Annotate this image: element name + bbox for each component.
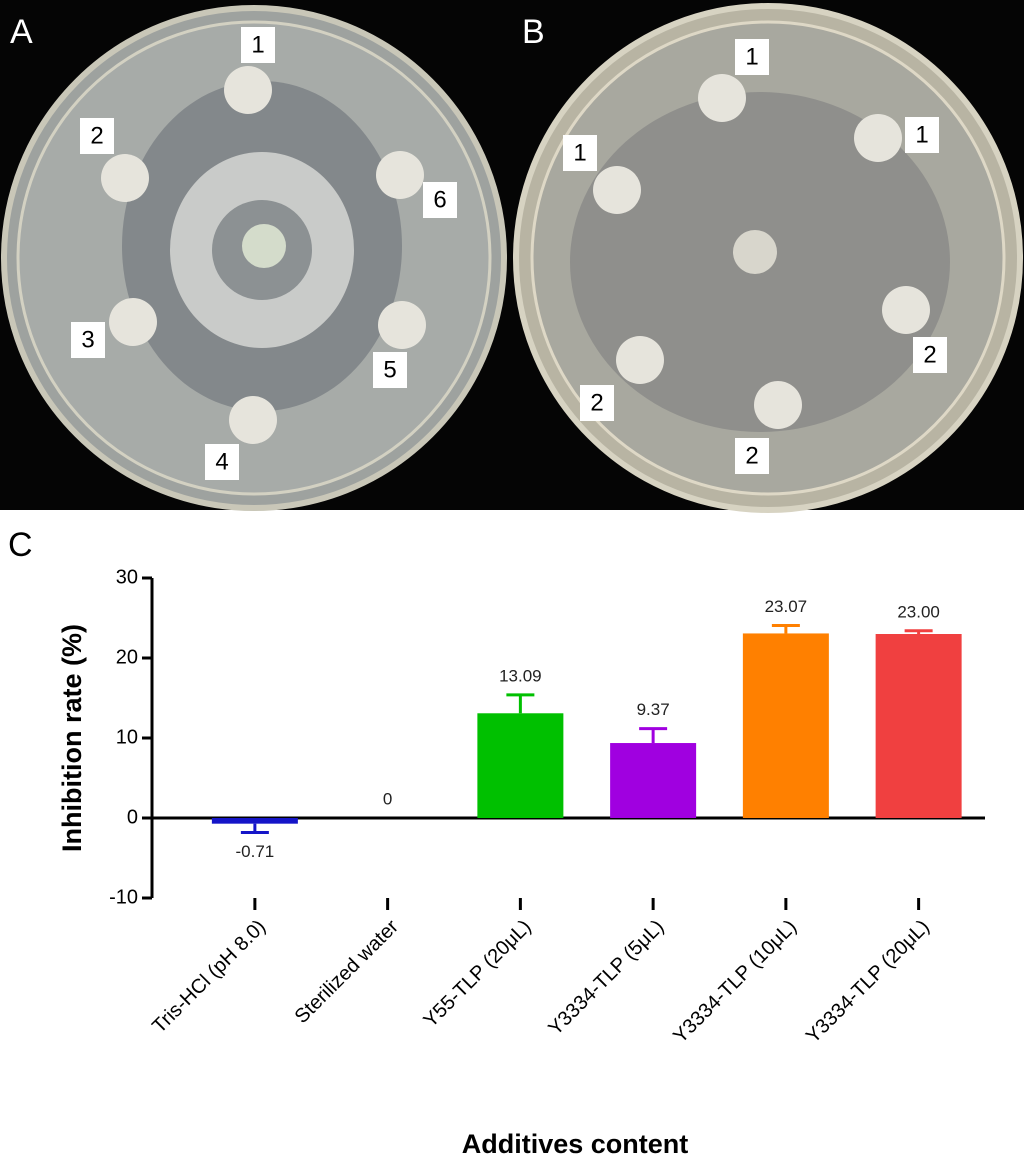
disc-label-box [735, 39, 769, 75]
filter-disc [109, 298, 157, 346]
disc-label-box [423, 182, 457, 218]
disc-label-box [241, 27, 275, 63]
bar [742, 633, 829, 818]
filter-disc [376, 151, 424, 199]
bar [610, 743, 697, 818]
dish-b [513, 3, 1023, 513]
filter-disc [754, 381, 802, 429]
value-label: -0.71 [236, 842, 275, 861]
value-label: 0 [383, 789, 392, 808]
disc-label-box [71, 322, 105, 358]
disc-label-box [735, 438, 769, 474]
disc-label: 6 [433, 186, 446, 213]
disc-label: 5 [383, 356, 396, 383]
filter-disc [593, 166, 641, 214]
filter-disc [101, 154, 149, 202]
disc-label: 2 [923, 341, 936, 368]
value-label: 9.37 [637, 700, 670, 719]
disc-label: 1 [915, 121, 928, 148]
value-label: 23.07 [765, 597, 808, 616]
disc-label-box [205, 444, 239, 480]
disc-label-box [580, 385, 614, 421]
x-tick-label: Y55-TLP (20μL) [419, 916, 535, 1032]
filter-disc [882, 286, 930, 334]
filter-disc [698, 74, 746, 122]
disc-label: 2 [590, 389, 603, 416]
panel-label: A [10, 13, 33, 51]
disc-label: 4 [215, 448, 228, 475]
filter-disc [616, 336, 664, 384]
y-tick-label: 30 [116, 566, 138, 588]
disc-label: 3 [81, 326, 94, 353]
disc-label-box [80, 118, 114, 154]
filter-disc [229, 396, 277, 444]
disc-label: 1 [251, 31, 264, 58]
y-tick-label: 20 [116, 646, 138, 668]
panel-label: B [522, 13, 545, 51]
y-tick-label: 0 [127, 806, 138, 828]
filter-disc [224, 66, 272, 114]
disc-label-box [373, 352, 407, 388]
filter-disc [854, 114, 902, 162]
disc-label: 1 [745, 43, 758, 70]
value-label: 23.00 [897, 602, 940, 621]
disc-label-box [913, 337, 947, 373]
value-label: 13.09 [499, 666, 542, 685]
disc-label: 2 [745, 442, 758, 469]
disc-label-box [563, 135, 597, 171]
x-tick-label: Tris-HCl (pH 8.0) [148, 916, 270, 1038]
disc-label: 1 [573, 139, 586, 166]
x-tick-label: Y3334-TLP (10μL) [669, 916, 801, 1048]
y-tick-label: -10 [109, 886, 138, 908]
x-axis-title: Additives content [462, 1129, 689, 1159]
x-tick-label: Y3334-TLP (5μL) [544, 916, 668, 1040]
filter-disc [378, 301, 426, 349]
y-tick-label: 10 [116, 726, 138, 748]
x-tick-label: Y3334-TLP (20μL) [802, 916, 934, 1048]
disc-label-box [905, 117, 939, 153]
disc-label: 2 [90, 122, 103, 149]
x-tick-label: Sterilized water [291, 915, 403, 1027]
bar [211, 818, 298, 824]
bar [477, 713, 564, 818]
bar [875, 634, 962, 818]
panel-label: C [8, 526, 33, 564]
y-axis-title: Inhibition rate (%) [57, 624, 87, 852]
